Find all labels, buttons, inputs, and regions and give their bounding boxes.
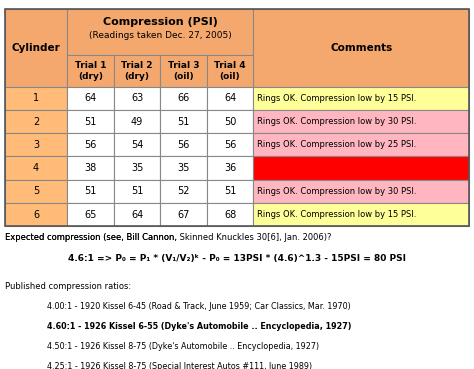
Bar (207, 180, 253, 203)
Bar (114, 133, 160, 156)
Text: 54: 54 (131, 140, 143, 150)
Bar (253, 156, 469, 180)
Bar (114, 110, 160, 133)
Text: Expected compression (see, Bill Cannon,: Expected compression (see, Bill Cannon, (5, 233, 179, 242)
Bar (114, 203, 160, 226)
Text: Rings OK. Compression low by 30 PSI.: Rings OK. Compression low by 30 PSI. (256, 117, 416, 126)
Bar (160, 180, 207, 203)
Text: 64: 64 (131, 210, 143, 220)
Text: 35: 35 (177, 163, 190, 173)
Bar (253, 180, 469, 203)
Bar (207, 87, 253, 110)
Bar (253, 87, 469, 110)
Text: 36: 36 (224, 163, 236, 173)
Text: Compression (PSI): Compression (PSI) (103, 17, 218, 27)
Bar (67, 55, 114, 87)
Text: Trial 2
(dry): Trial 2 (dry) (121, 61, 153, 81)
Bar (160, 110, 207, 133)
Text: 50: 50 (224, 117, 236, 127)
Text: (Readings taken Dec. 27, 2005): (Readings taken Dec. 27, 2005) (89, 31, 232, 41)
Bar (253, 203, 469, 226)
Text: Rings OK. Compression low by 25 PSI.: Rings OK. Compression low by 25 PSI. (256, 140, 416, 149)
Bar (207, 156, 253, 180)
Text: Rings OK. Compression low by 15 PSI.: Rings OK. Compression low by 15 PSI. (256, 94, 416, 103)
Bar (67, 180, 114, 203)
Text: 3: 3 (33, 140, 39, 150)
Bar (160, 203, 207, 226)
Text: 66: 66 (177, 93, 190, 103)
Bar (253, 110, 469, 133)
Text: 5: 5 (33, 186, 39, 196)
Bar (253, 9, 469, 87)
Bar (160, 55, 207, 87)
Text: Trial 3
(oil): Trial 3 (oil) (168, 61, 200, 81)
Bar (67, 156, 114, 180)
Text: 4.6:1 => P₀ = P₁ * (V₁/V₂)ᵏ - P₀ = 13PSI * (4.6)^1.3 - 15PSI = 80 PSI: 4.6:1 => P₀ = P₁ * (V₁/V₂)ᵏ - P₀ = 13PSI… (68, 254, 406, 263)
Bar (5, 9, 469, 226)
Bar (5, 180, 67, 203)
Text: 49: 49 (131, 117, 143, 127)
Text: Rings OK. Compression low by 45 PSI!: Rings OK. Compression low by 45 PSI! (256, 163, 437, 173)
Bar (67, 110, 114, 133)
Text: 51: 51 (224, 186, 236, 196)
Bar (5, 133, 67, 156)
Text: 68: 68 (224, 210, 236, 220)
Text: 64: 64 (224, 93, 236, 103)
Bar (207, 55, 253, 87)
Text: 52: 52 (177, 186, 190, 196)
Text: 4.60:1 - 1926 Kissel 6-55 (Dyke's Automobile .. Encyclopedia, 1927): 4.60:1 - 1926 Kissel 6-55 (Dyke's Automo… (47, 322, 352, 331)
Bar (5, 9, 67, 87)
Text: 4.50:1 - 1926 Kissel 8-75 (Dyke's Automobile .. Encyclopedia, 1927): 4.50:1 - 1926 Kissel 8-75 (Dyke's Automo… (47, 342, 319, 351)
Text: 67: 67 (177, 210, 190, 220)
Bar (5, 203, 67, 226)
Text: 1: 1 (33, 93, 39, 103)
Bar (114, 156, 160, 180)
Text: 56: 56 (84, 140, 97, 150)
Text: Trial 4
(oil): Trial 4 (oil) (214, 61, 246, 81)
Text: 51: 51 (177, 117, 190, 127)
Text: Rings OK. Compression low by 30 PSI.: Rings OK. Compression low by 30 PSI. (256, 187, 416, 196)
Text: 38: 38 (84, 163, 97, 173)
Text: 56: 56 (177, 140, 190, 150)
Text: 6: 6 (33, 210, 39, 220)
Bar (160, 156, 207, 180)
Bar (67, 9, 253, 55)
Bar (5, 110, 67, 133)
Bar (114, 180, 160, 203)
Text: Rings OK. Compression low by 15 PSI.: Rings OK. Compression low by 15 PSI. (256, 210, 416, 219)
Text: 35: 35 (131, 163, 143, 173)
Bar (160, 133, 207, 156)
Text: Cylinder: Cylinder (12, 43, 61, 53)
Text: Comments: Comments (330, 43, 392, 53)
Text: 4: 4 (33, 163, 39, 173)
Bar (5, 87, 67, 110)
Text: 65: 65 (84, 210, 97, 220)
Text: 2: 2 (33, 117, 39, 127)
Bar (114, 87, 160, 110)
Bar (114, 55, 160, 87)
Bar (207, 203, 253, 226)
Text: Published compression ratios:: Published compression ratios: (5, 282, 131, 291)
Bar (67, 133, 114, 156)
Bar (253, 133, 469, 156)
Text: Trial 1
(dry): Trial 1 (dry) (75, 61, 107, 81)
Text: 63: 63 (131, 93, 143, 103)
Bar (5, 156, 67, 180)
Text: 64: 64 (84, 93, 97, 103)
Text: 51: 51 (84, 186, 97, 196)
Bar (160, 87, 207, 110)
Text: Expected compression (see, Bill Cannon, Skinned Knuckles 30[6], Jan. 2006)?: Expected compression (see, Bill Cannon, … (5, 233, 331, 242)
Text: 56: 56 (224, 140, 236, 150)
Bar (67, 203, 114, 226)
Text: 4.00:1 - 1920 Kissel 6-45 (Road & Track, June 1959; Car Classics, Mar. 1970): 4.00:1 - 1920 Kissel 6-45 (Road & Track,… (47, 302, 351, 311)
Bar (67, 87, 114, 110)
Bar (207, 110, 253, 133)
Bar (207, 133, 253, 156)
Text: 51: 51 (131, 186, 143, 196)
Text: 4.25:1 - 1926 Kissel 8-75 (Special Interest Autos #111, June 1989): 4.25:1 - 1926 Kissel 8-75 (Special Inter… (47, 362, 312, 369)
Text: 51: 51 (84, 117, 97, 127)
